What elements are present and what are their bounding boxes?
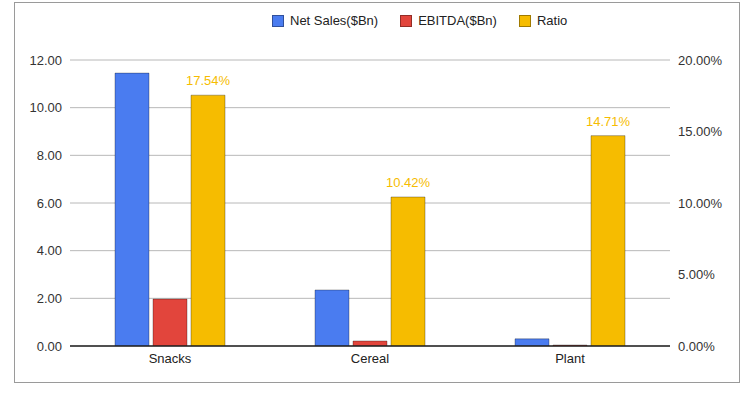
html-text:EBITDA($Bn): EBITDA($Bn) <box>418 13 497 28</box>
svg-text:10.42%: 10.42% <box>386 175 431 190</box>
svg-text:10.00%: 10.00% <box>678 196 723 211</box>
svg-text:17.54%: 17.54% <box>186 73 231 88</box>
svg-text:14.71%: 14.71% <box>586 114 631 129</box>
svg-text:10.00: 10.00 <box>29 100 62 115</box>
svg-text:Cereal: Cereal <box>351 351 389 366</box>
svg-text:2.00: 2.00 <box>37 291 62 306</box>
svg-text:20.00%: 20.00% <box>678 53 723 68</box>
svg-text:6.00: 6.00 <box>37 196 62 211</box>
html-text:Net Sales($Bn): Net Sales($Bn) <box>290 13 379 28</box>
svg-text:0.00: 0.00 <box>37 339 62 354</box>
svg-text:4.00: 4.00 <box>37 243 62 258</box>
html-text:Ratio: Ratio <box>536 13 568 28</box>
svg-text:Plant: Plant <box>555 351 585 366</box>
svg-text:0.00%: 0.00% <box>678 339 715 354</box>
svg-text:12.00: 12.00 <box>29 53 62 68</box>
svg-text:15.00%: 15.00% <box>678 124 723 139</box>
svg-text:5.00%: 5.00% <box>678 267 715 282</box>
svg-text:Snacks: Snacks <box>149 351 192 366</box>
svg-text:8.00: 8.00 <box>37 148 62 163</box>
